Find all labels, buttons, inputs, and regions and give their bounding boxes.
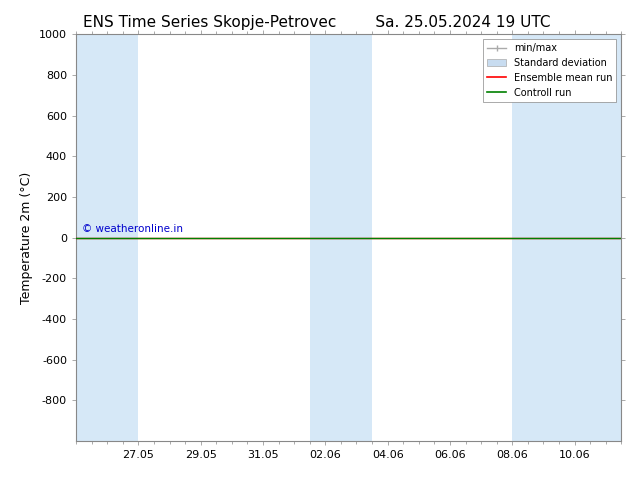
- Bar: [76, 34, 138, 441]
- Text: © weatheronline.in: © weatheronline.in: [82, 223, 183, 234]
- Bar: [310, 34, 372, 441]
- Legend: min/max, Standard deviation, Ensemble mean run, Controll run: min/max, Standard deviation, Ensemble me…: [483, 39, 616, 101]
- Text: ENS Time Series Skopje-Petrovec        Sa. 25.05.2024 19 UTC: ENS Time Series Skopje-Petrovec Sa. 25.0…: [83, 15, 551, 30]
- Bar: [512, 34, 621, 441]
- Y-axis label: Temperature 2m (°C): Temperature 2m (°C): [20, 172, 34, 304]
